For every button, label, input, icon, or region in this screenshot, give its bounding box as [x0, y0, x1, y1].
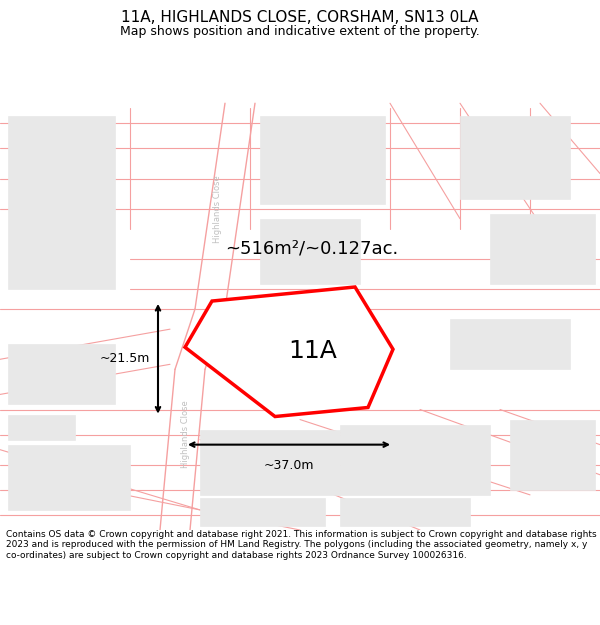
- Polygon shape: [10, 118, 95, 214]
- Text: 11A, HIGHLANDS CLOSE, CORSHAM, SN13 0LA: 11A, HIGHLANDS CLOSE, CORSHAM, SN13 0LA: [121, 9, 479, 24]
- Polygon shape: [8, 116, 115, 289]
- Text: 11A: 11A: [289, 339, 337, 363]
- Polygon shape: [200, 498, 325, 526]
- Polygon shape: [510, 419, 595, 490]
- Text: ~37.0m: ~37.0m: [264, 459, 314, 472]
- Polygon shape: [185, 287, 393, 416]
- Polygon shape: [340, 498, 470, 526]
- Text: Highlands Close: Highlands Close: [181, 401, 190, 469]
- Text: ~516m²/~0.127ac.: ~516m²/~0.127ac.: [225, 240, 398, 258]
- Polygon shape: [8, 444, 130, 510]
- Polygon shape: [460, 116, 570, 199]
- Polygon shape: [260, 116, 385, 204]
- Polygon shape: [490, 214, 595, 284]
- Polygon shape: [340, 424, 490, 495]
- Text: Highlands Close: Highlands Close: [214, 175, 223, 242]
- Polygon shape: [260, 219, 360, 284]
- Polygon shape: [10, 118, 95, 269]
- Polygon shape: [200, 429, 340, 495]
- Text: ~21.5m: ~21.5m: [100, 352, 150, 365]
- Polygon shape: [8, 414, 75, 439]
- Polygon shape: [450, 319, 570, 369]
- Text: Contains OS data © Crown copyright and database right 2021. This information is : Contains OS data © Crown copyright and d…: [6, 530, 596, 560]
- Polygon shape: [8, 344, 115, 404]
- Text: Map shows position and indicative extent of the property.: Map shows position and indicative extent…: [120, 26, 480, 38]
